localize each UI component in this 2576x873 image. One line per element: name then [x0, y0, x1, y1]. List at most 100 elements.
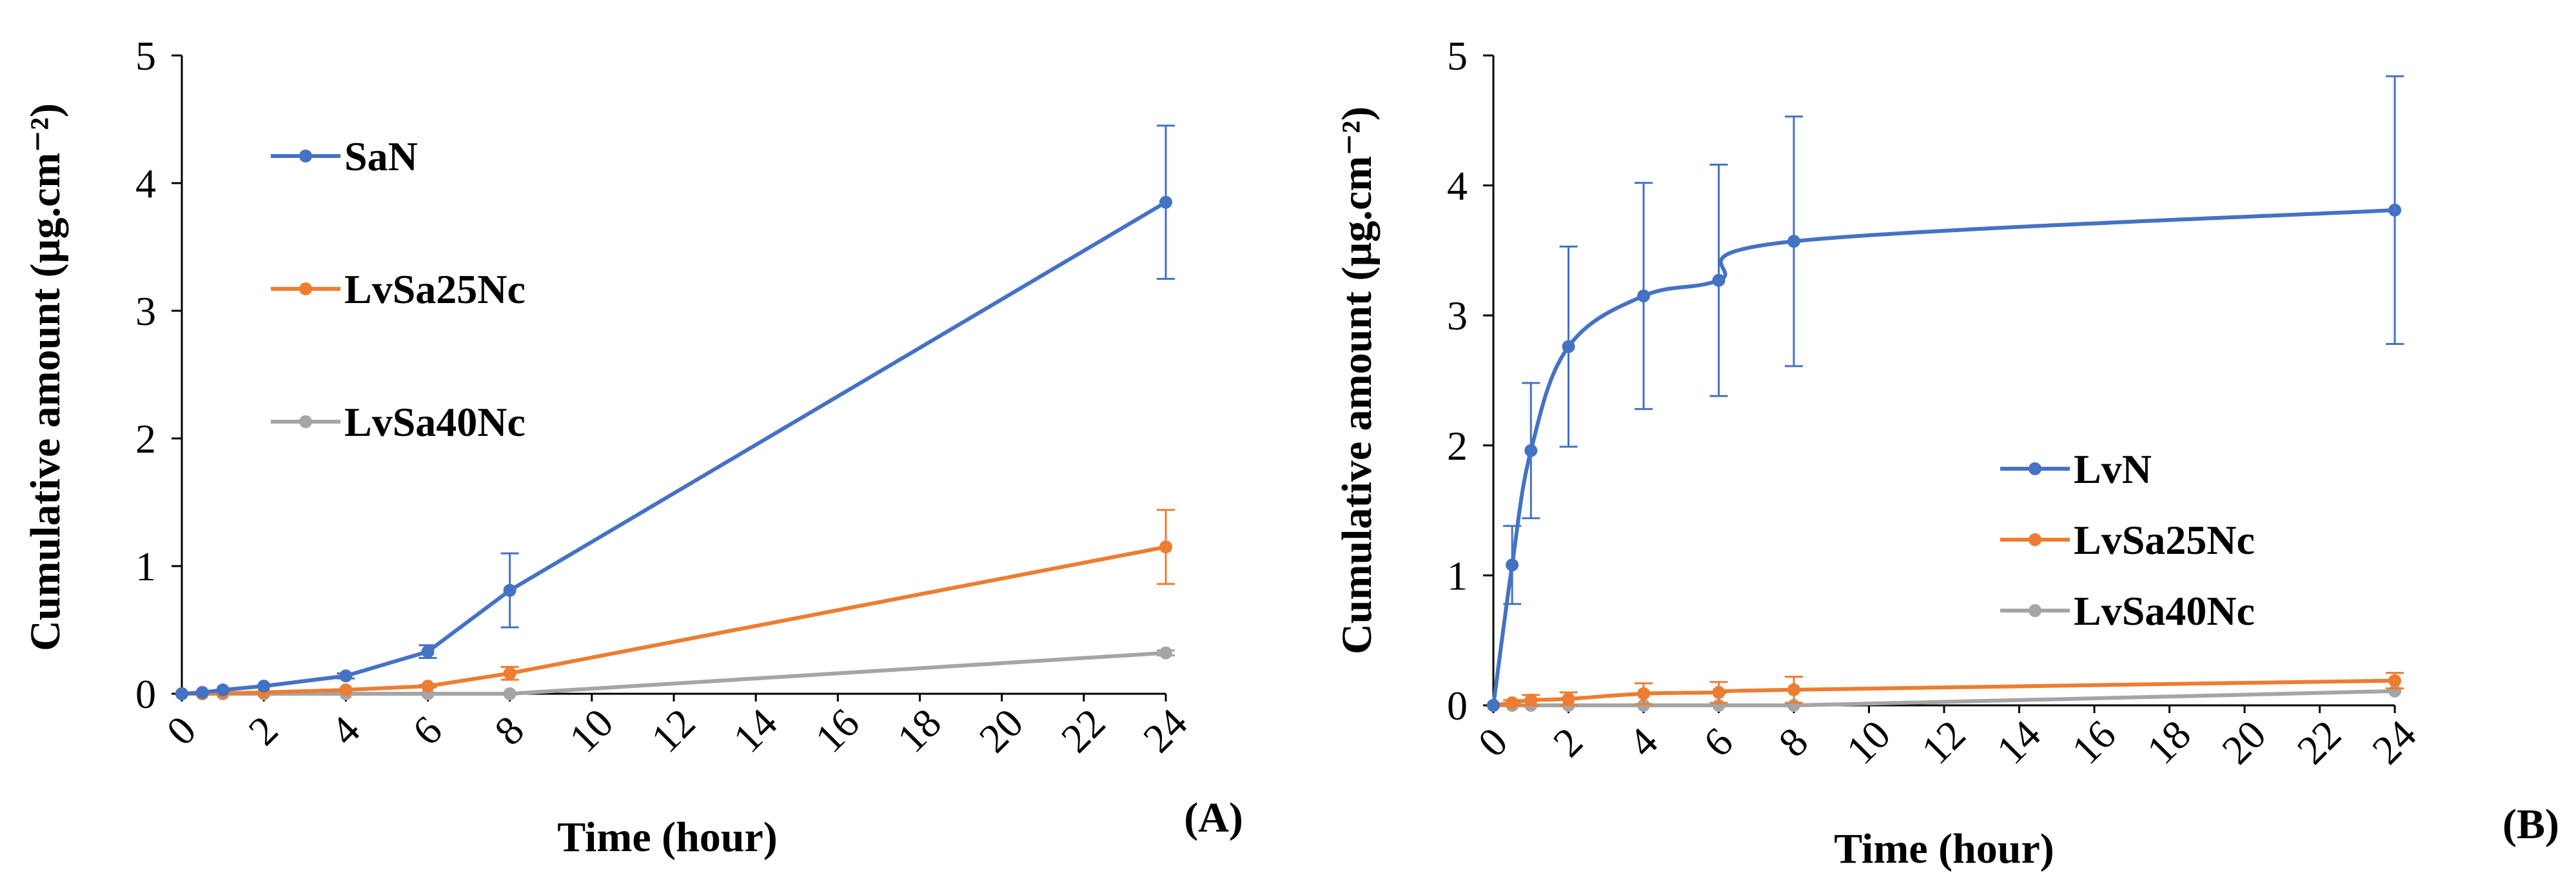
data-point	[1787, 235, 1800, 248]
data-point	[1562, 692, 1575, 705]
legend-item-lvsa25nc: LvSa25Nc	[271, 266, 526, 312]
y-tick-label: 1	[135, 544, 156, 589]
data-point	[1562, 340, 1575, 353]
legend-label: SaN	[344, 133, 418, 179]
series-line	[1491, 208, 2395, 706]
legend-label: LvSa25Nc	[2074, 517, 2255, 563]
x-tick-label: 18	[889, 700, 950, 761]
legend-item-lvsa40nc: LvSa40Nc	[2000, 588, 2255, 634]
data-point	[1637, 687, 1650, 700]
data-point	[1159, 646, 1172, 660]
panel-label: (B)	[2502, 801, 2559, 848]
y-tick-label: 1	[1447, 553, 1468, 598]
x-tick-label: 24	[2363, 711, 2424, 772]
x-tick-label: 6	[404, 707, 451, 754]
data-point	[1506, 696, 1519, 709]
legend-item-san: SaN	[271, 133, 418, 179]
data-point	[339, 669, 353, 683]
data-point	[175, 687, 188, 700]
data-point	[1712, 685, 1726, 699]
data-point	[1487, 699, 1500, 712]
x-tick-label: 2	[1544, 719, 1591, 766]
data-point	[421, 645, 435, 658]
legend-marker	[299, 415, 312, 428]
x-tick-label: 8	[1770, 719, 1817, 766]
data-point	[1637, 699, 1650, 712]
series-san	[175, 124, 1175, 700]
legend-marker	[299, 150, 312, 162]
legend-marker	[299, 282, 312, 295]
x-tick-label: 8	[486, 707, 533, 754]
x-tick-label: 20	[970, 700, 1032, 761]
data-point	[1787, 683, 1800, 696]
data-point	[257, 680, 271, 693]
data-point	[503, 687, 516, 700]
data-point	[339, 683, 353, 697]
x-tick-label: 12	[642, 700, 703, 761]
y-tick-label: 4	[135, 161, 156, 206]
data-point	[503, 667, 516, 680]
data-point	[1524, 444, 1538, 457]
data-point	[503, 584, 516, 597]
x-tick-label: 6	[1695, 719, 1742, 766]
legend-item-lvsa40nc: LvSa40Nc	[271, 399, 526, 445]
series-lvsa25nc	[1487, 672, 2404, 712]
y-tick-label: 0	[135, 671, 156, 717]
x-tick-label: 16	[2063, 711, 2124, 772]
y-axis-title: Cumulative amount (µg.cm⁻²)	[22, 103, 69, 651]
x-tick-label: 20	[2213, 711, 2274, 772]
y-axis-title: Cumulative amount (µg.cm⁻²)	[1333, 106, 1381, 654]
legend-marker	[2029, 533, 2041, 546]
x-tick-label: 2	[240, 707, 287, 754]
data-point	[421, 680, 435, 693]
legend-label: LvSa25Nc	[344, 266, 526, 312]
data-point	[216, 683, 230, 697]
series-lvn	[1487, 75, 2404, 712]
x-tick-label: 18	[2138, 711, 2199, 772]
x-tick-label: 4	[1620, 719, 1667, 766]
y-tick-label: 2	[1447, 423, 1468, 469]
legend-label: LvSa40Nc	[2074, 588, 2255, 634]
series-line	[182, 651, 1166, 696]
x-tick-label: 10	[560, 700, 622, 761]
y-tick-label: 3	[135, 288, 156, 334]
y-tick-label: 3	[1447, 293, 1468, 338]
x-tick-label: 12	[1912, 711, 1974, 772]
y-tick-label: 0	[1447, 683, 1468, 729]
data-point	[1637, 289, 1650, 302]
series-line	[182, 545, 1166, 696]
y-tick-label: 2	[135, 416, 156, 462]
data-point	[195, 686, 209, 700]
x-tick-label: 0	[1470, 719, 1517, 766]
x-tick-label: 4	[322, 707, 369, 754]
legend-marker	[2029, 604, 2041, 617]
legend-item-lvsa25nc: LvSa25Nc	[2000, 517, 2255, 563]
y-tick-label: 5	[1447, 33, 1468, 79]
data-point	[1159, 540, 1172, 554]
legend-label: LvSa40Nc	[344, 399, 526, 445]
panel-label: (A)	[1184, 794, 1243, 841]
series-lvsa25nc	[175, 509, 1175, 700]
x-axis-title: Time (hour)	[1834, 825, 2054, 872]
legend-label: LvN	[2074, 446, 2152, 492]
x-axis-title: Time (hour)	[557, 814, 778, 861]
x-tick-label: 24	[1134, 700, 1195, 761]
data-point	[1712, 273, 1726, 287]
x-tick-label: 10	[1838, 711, 1899, 772]
legend-item-lvn: LvN	[2000, 446, 2152, 492]
y-tick-label: 5	[135, 33, 156, 79]
x-tick-label: 14	[1988, 711, 2049, 772]
legend-marker	[2029, 462, 2041, 475]
x-tick-label: 22	[2288, 711, 2350, 772]
data-point	[2388, 674, 2401, 687]
data-point	[1159, 195, 1172, 209]
x-tick-label: 14	[724, 700, 785, 761]
x-tick-label: 0	[158, 707, 205, 754]
x-tick-label: 16	[807, 700, 868, 761]
x-tick-label: 22	[1052, 700, 1114, 761]
y-tick-label: 4	[1447, 163, 1468, 209]
series-line	[181, 201, 1167, 696]
